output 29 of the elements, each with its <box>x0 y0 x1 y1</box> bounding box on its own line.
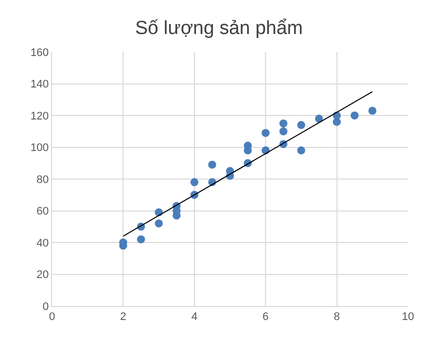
point <box>368 106 376 115</box>
y-tick-label: 160 <box>30 46 49 59</box>
point <box>137 235 145 244</box>
y-tick-label: 0 <box>42 300 49 313</box>
point <box>172 212 181 220</box>
point <box>279 127 288 136</box>
y-tick-label: 80 <box>36 174 49 186</box>
point <box>297 146 306 154</box>
x-tick-label: 10 <box>402 311 414 324</box>
y-tick-label: 120 <box>30 110 49 122</box>
x-tick-label: 8 <box>334 311 340 324</box>
point <box>190 178 198 186</box>
y-tick-label: 100 <box>30 142 49 154</box>
point <box>262 128 270 137</box>
chart-title: Số lượng sản phẩm <box>135 18 303 39</box>
y-tick-label: 140 <box>30 78 49 91</box>
x-tick-label: 4 <box>191 311 198 324</box>
point <box>208 160 216 169</box>
point <box>154 219 163 228</box>
point <box>332 118 341 126</box>
point <box>279 119 288 128</box>
y-tick-label: 60 <box>36 206 49 218</box>
point <box>315 114 323 123</box>
x-tick-label: 6 <box>262 311 269 324</box>
x-tick-label: 2 <box>120 311 126 324</box>
point <box>297 121 306 130</box>
y-tick-label: 40 <box>36 237 49 250</box>
y-tick-label: 20 <box>36 269 49 282</box>
point <box>350 112 359 120</box>
